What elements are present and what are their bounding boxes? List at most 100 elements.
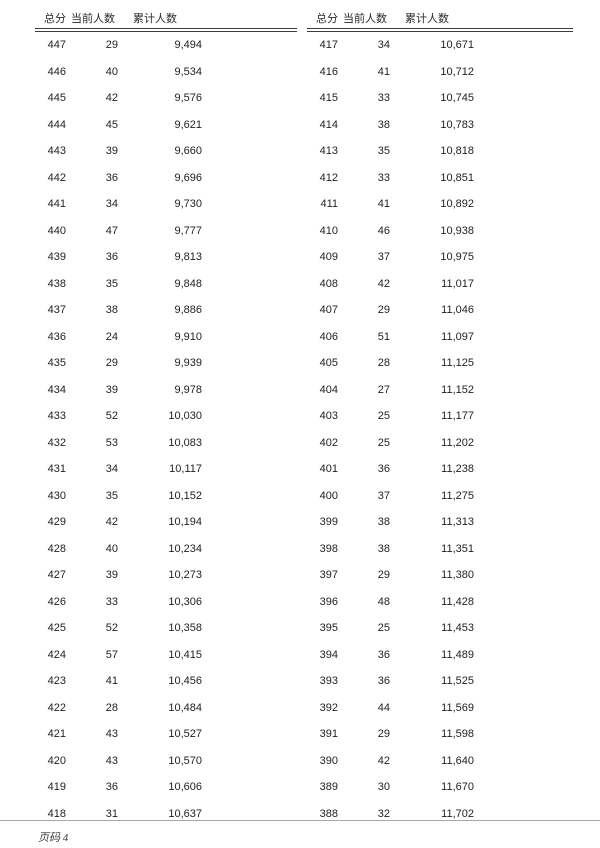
cell-current-count: 42 [105, 92, 118, 105]
cell-total-score: 405 [319, 357, 338, 370]
cell-cumulative-count: 11,152 [441, 383, 474, 396]
table-row: 401 36 11,238 [307, 456, 573, 483]
cell-current-count: 40 [105, 542, 118, 555]
cell-total-score: 418 [47, 807, 66, 820]
cell-total-score: 414 [319, 118, 338, 131]
cell-cumulative-count: 10,892 [440, 198, 474, 211]
cell-total-score: 403 [319, 410, 338, 423]
cell-current-count: 30 [377, 781, 390, 794]
cell-cumulative-count: 11,702 [441, 807, 474, 820]
cell-total-score: 441 [47, 198, 66, 211]
cell-cumulative-count: 10,415 [168, 648, 202, 661]
cell-cumulative-count: 10,818 [440, 145, 474, 158]
cell-cumulative-count: 10,152 [168, 489, 202, 502]
cell-current-count: 29 [377, 728, 390, 741]
table-row: 438 35 9,848 [35, 271, 297, 298]
cell-current-count: 36 [377, 675, 390, 688]
cell-total-score: 434 [47, 383, 66, 396]
cell-cumulative-count: 9,494 [174, 39, 202, 52]
column-header-cumulative-count: 累计人数 [133, 13, 177, 25]
table-row: 393 36 11,525 [307, 668, 573, 695]
cell-cumulative-count: 11,046 [441, 304, 474, 317]
table-row: 435 29 9,939 [35, 350, 297, 377]
cell-cumulative-count: 10,083 [168, 436, 202, 449]
cell-total-score: 402 [319, 436, 338, 449]
cell-current-count: 28 [105, 701, 118, 714]
cell-current-count: 39 [105, 145, 118, 158]
cell-cumulative-count: 10,456 [168, 675, 202, 688]
cell-total-score: 421 [47, 728, 66, 741]
table-row: 404 27 11,152 [307, 377, 573, 404]
cell-cumulative-count: 10,975 [440, 251, 474, 264]
cell-current-count: 43 [105, 728, 118, 741]
table-row: 403 25 11,177 [307, 403, 573, 430]
cell-total-score: 389 [319, 781, 338, 794]
table-row: 431 34 10,117 [35, 456, 297, 483]
table-row: 398 38 11,351 [307, 536, 573, 563]
cell-current-count: 42 [377, 754, 390, 767]
cell-cumulative-count: 10,234 [168, 542, 202, 555]
cell-total-score: 407 [319, 304, 338, 317]
cell-total-score: 391 [319, 728, 338, 741]
cell-total-score: 401 [319, 463, 338, 476]
table-row: 397 29 11,380 [307, 562, 573, 589]
cell-current-count: 38 [377, 516, 390, 529]
cell-cumulative-count: 11,525 [441, 675, 474, 688]
cell-current-count: 46 [377, 224, 390, 237]
cell-total-score: 406 [319, 330, 338, 343]
cell-current-count: 39 [105, 383, 118, 396]
cell-cumulative-count: 10,358 [168, 622, 202, 635]
cell-total-score: 397 [319, 569, 338, 582]
table-row: 400 37 11,275 [307, 483, 573, 510]
cell-total-score: 412 [319, 171, 338, 184]
cell-total-score: 392 [319, 701, 338, 714]
cell-current-count: 25 [377, 622, 390, 635]
cell-current-count: 25 [377, 436, 390, 449]
table-body: 417 34 10,671 416 41 10,712 415 33 10,745 414 38 10… [307, 32, 573, 827]
table-row: 429 42 10,194 [35, 509, 297, 536]
cell-total-score: 437 [47, 304, 66, 317]
cell-cumulative-count: 10,527 [168, 728, 202, 741]
cell-cumulative-count: 9,696 [174, 171, 202, 184]
cell-cumulative-count: 9,886 [174, 304, 202, 317]
cell-current-count: 34 [377, 39, 390, 52]
table-row: 444 45 9,621 [35, 112, 297, 139]
cell-current-count: 31 [105, 807, 118, 820]
cell-cumulative-count: 11,238 [441, 463, 474, 476]
cell-cumulative-count: 10,606 [168, 781, 202, 794]
table-row: 394 36 11,489 [307, 642, 573, 669]
table-row: 396 48 11,428 [307, 589, 573, 616]
cell-cumulative-count: 11,097 [441, 330, 474, 343]
cell-current-count: 33 [105, 595, 118, 608]
cell-cumulative-count: 11,177 [441, 410, 474, 423]
cell-current-count: 34 [105, 463, 118, 476]
cell-total-score: 438 [47, 277, 66, 290]
table-row: 411 41 10,892 [307, 191, 573, 218]
cell-cumulative-count: 11,351 [441, 542, 474, 555]
cell-current-count: 27 [377, 383, 390, 396]
cell-total-score: 423 [47, 675, 66, 688]
table-row: 423 41 10,456 [35, 668, 297, 695]
header-separator-line [35, 28, 297, 32]
cell-current-count: 35 [105, 277, 118, 290]
table-row: 399 38 11,313 [307, 509, 573, 536]
cell-cumulative-count: 10,484 [168, 701, 202, 714]
cell-cumulative-count: 10,938 [440, 224, 474, 237]
cell-current-count: 38 [377, 118, 390, 131]
cell-current-count: 34 [105, 198, 118, 211]
cell-total-score: 413 [319, 145, 338, 158]
cell-total-score: 393 [319, 675, 338, 688]
table-row: 440 47 9,777 [35, 218, 297, 245]
cell-total-score: 408 [319, 277, 338, 290]
table-row: 390 42 11,640 [307, 748, 573, 775]
table-row: 395 25 11,453 [307, 615, 573, 642]
table-header-row: 总分 当前人数 累计人数 [35, 8, 297, 28]
cell-total-score: 428 [47, 542, 66, 555]
cell-cumulative-count: 11,670 [441, 781, 474, 794]
table-row: 439 36 9,813 [35, 244, 297, 271]
cell-current-count: 29 [105, 39, 118, 52]
cell-current-count: 33 [377, 171, 390, 184]
cell-cumulative-count: 11,313 [441, 516, 474, 529]
cell-cumulative-count: 10,570 [168, 754, 202, 767]
table-row: 421 43 10,527 [35, 721, 297, 748]
